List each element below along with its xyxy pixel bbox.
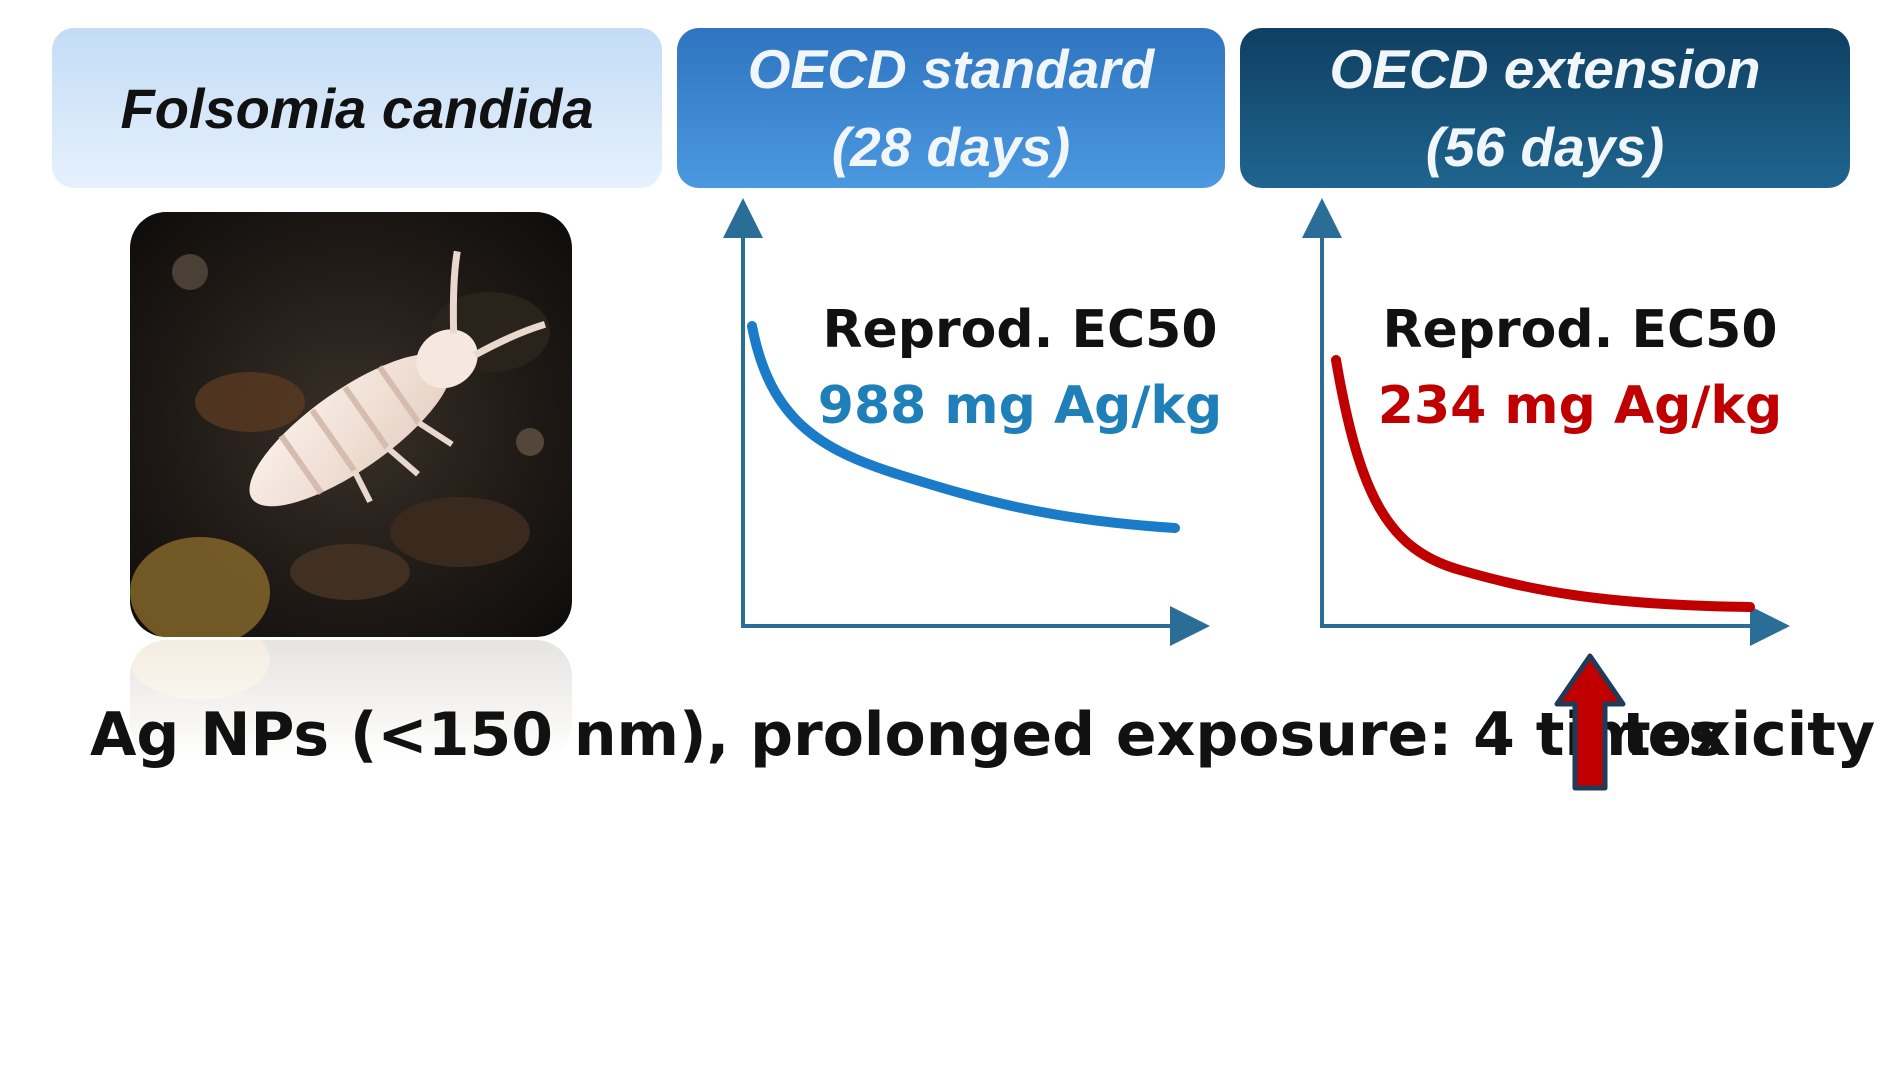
up-arrow-icon <box>1554 653 1626 791</box>
chart-standard-value: 988 mg Ag/kg <box>817 376 1223 436</box>
oecd-extension-box: OECD extension (56 days) <box>1240 28 1850 188</box>
oecd-extension-duration: (56 days) <box>1425 116 1665 178</box>
chart-standard-label: Reprod. EC50 <box>822 300 1218 360</box>
oecd-standard-box: OECD standard (28 days) <box>677 28 1225 188</box>
springtail-photo <box>130 212 572 637</box>
statement-line: Ag NPs (<150 nm), prolonged exposure: 4 … <box>90 700 1875 790</box>
chart-extension-label: Reprod. EC50 <box>1382 300 1778 360</box>
oecd-standard-title: OECD standard <box>747 38 1155 100</box>
oecd-extension-title: OECD extension <box>1329 38 1761 100</box>
chart-standard-annotation: Reprod. EC50 988 mg Ag/kg <box>790 292 1250 444</box>
chart-extension-value: 234 mg Ag/kg <box>1377 376 1783 436</box>
reflection-illustration <box>130 640 572 760</box>
chart-extension <box>1302 198 1790 646</box>
chart-extension-curve <box>1331 355 1755 612</box>
oecd-standard-duration: (28 days) <box>831 116 1071 178</box>
springtail-photo-reflection <box>130 640 572 760</box>
statement-suffix: toxicity <box>1622 700 1876 770</box>
chart-standard <box>723 198 1210 646</box>
species-name: Folsomia candida <box>120 76 594 140</box>
chart-standard-curve <box>747 321 1180 533</box>
statement-text: Ag NPs (<150 nm), prolonged exposure: 4 … <box>90 700 1724 770</box>
springtail-illustration <box>130 212 572 637</box>
chart-extension-annotation: Reprod. EC50 234 mg Ag/kg <box>1340 292 1820 444</box>
species-title-box: Folsomia candida <box>52 28 662 188</box>
